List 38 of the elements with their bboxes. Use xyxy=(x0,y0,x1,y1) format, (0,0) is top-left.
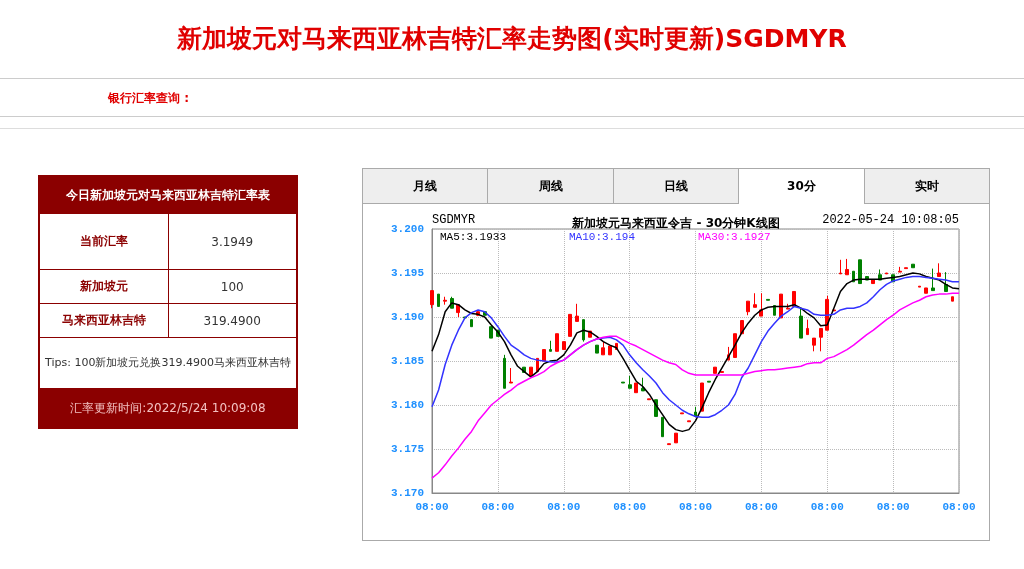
text: Tips: 100新加坡元兑换319.4900马来西亚林吉特 xyxy=(39,337,297,389)
text: 2022-05-24 10:08:05 xyxy=(822,213,960,227)
chart-title: 新加坡元对马来西亚林吉特汇率走势图(实时更新)SGDMYR xyxy=(176,23,848,55)
text: 汇率更新时间:2022/5/24 10:09:08 xyxy=(39,388,297,428)
x-tick-label: 08:00 xyxy=(744,500,778,513)
text: 月线 xyxy=(363,169,489,204)
x-tick-label: 08:00 xyxy=(547,500,581,513)
y-tick-label: 3.185 xyxy=(390,355,425,367)
x-tick-label: 08:00 xyxy=(481,500,515,513)
text: SGDMYR xyxy=(432,213,476,227)
text: 日线 xyxy=(613,169,740,204)
y-tick-label: 3.170 xyxy=(390,487,424,499)
text: 30分 xyxy=(739,169,865,204)
text: 新加坡元 xyxy=(39,269,168,304)
y-tick-label: 3.180 xyxy=(390,399,424,411)
text: 实时 xyxy=(864,169,990,204)
text: 当前汇率 xyxy=(39,213,168,270)
y-tick-label: 3.190 xyxy=(390,311,424,323)
text: MA5:3.1933 xyxy=(440,231,507,243)
x-tick-label: 08:00 xyxy=(810,500,844,513)
y-tick-label: 3.175 xyxy=(390,443,425,455)
text: 3.1949 xyxy=(168,213,297,270)
x-tick-label: 08:00 xyxy=(942,500,976,513)
text: MA30:3.1927 xyxy=(698,231,771,243)
text: MA10:3.194 xyxy=(569,231,636,243)
x-tick-label: 08:00 xyxy=(415,500,449,513)
text: 马来西亚林吉特 xyxy=(39,303,168,338)
chart-subtitle: 新加坡元马来西亚令吉 - 30分钟K线图 xyxy=(571,216,780,230)
text: 银行汇率查询 : xyxy=(108,90,189,107)
x-tick-label: 08:00 xyxy=(678,500,713,513)
y-tick-label: 3.195 xyxy=(390,267,425,279)
x-tick-label: 08:00 xyxy=(613,500,647,513)
text: 100 xyxy=(168,269,297,304)
y-tick-label: 3.200 xyxy=(390,223,424,235)
text: 今日新加坡元对马来西亚林吉特汇率表 xyxy=(39,176,297,214)
text: 周线 xyxy=(488,169,614,204)
x-tick-label: 08:00 xyxy=(876,500,910,513)
text: 319.4900 xyxy=(168,303,297,338)
